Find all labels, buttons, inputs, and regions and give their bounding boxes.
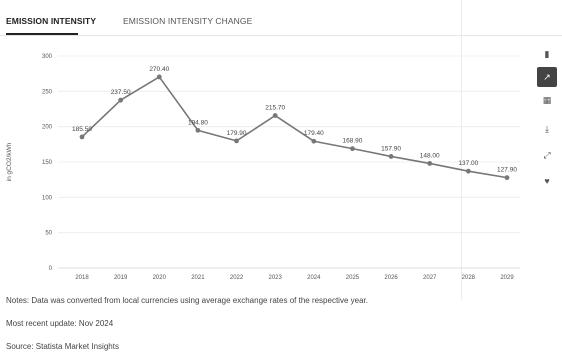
data-point (79, 134, 85, 140)
y-axis-label: in gCO2/kWh (6, 142, 13, 181)
series-line (81, 76, 508, 179)
x-tick-label: 2018 (75, 275, 89, 281)
favorite-icon: ♥ (544, 176, 550, 186)
data-point (427, 161, 433, 166)
x-tick-label: 2027 (423, 275, 437, 281)
x-tick-label: 2028 (462, 275, 476, 281)
data-point (234, 138, 239, 144)
table-view-button[interactable]: ▦ (537, 90, 557, 110)
bar-chart-button[interactable]: ▮ (537, 44, 557, 64)
last-update-text: Most recent update: Nov 2024 (6, 319, 114, 328)
data-point (156, 74, 162, 80)
y-tick-label: 150 (42, 160, 53, 166)
line-chart: 0 50 100 150 200 250 300 2018 2019 2020 2021 2022 20… (0, 40, 530, 290)
x-tick-label: 2021 (191, 275, 205, 281)
chart-svg: 0 50 100 150 200 250 300 2018 2019 2020 2021 2022 20… (6, 54, 520, 281)
active-tab-indicator (6, 33, 78, 35)
data-label: 157.90 (381, 145, 401, 152)
data-label: 148.00 (420, 152, 440, 159)
x-tick-label: 2022 (230, 275, 244, 281)
data-point (388, 154, 394, 159)
notes-text: Notes: Data was converted from local cur… (6, 296, 368, 305)
data-label: 179.90 (227, 130, 247, 137)
data-label: 127.90 (497, 167, 517, 174)
x-tick-label: 2023 (269, 275, 283, 281)
tab-emission-intensity-change[interactable]: EMISSION INTENSITY CHANGE (123, 16, 253, 26)
y-tick-label: 300 (42, 54, 53, 60)
data-point (504, 175, 510, 181)
data-point (118, 97, 124, 103)
favorite-button[interactable]: ♥ (537, 171, 557, 191)
panel-divider (461, 0, 462, 300)
tab-emission-intensity[interactable]: EMISSION INTENSITY (6, 16, 97, 26)
expand-icon: ⤢ (543, 149, 551, 160)
x-tick-label: 2026 (384, 275, 398, 281)
download-icon: ⤓ (545, 123, 549, 134)
x-tick-label: 2020 (153, 275, 167, 281)
y-tick-label: 0 (49, 266, 53, 272)
y-tick-label: 200 (42, 125, 53, 131)
data-label: 237.50 (111, 89, 131, 96)
data-label: 137.00 (458, 160, 478, 167)
y-tick-label: 50 (45, 231, 52, 237)
y-tick-label: 250 (42, 89, 53, 95)
tab-bar: EMISSION INTENSITY EMISSION INTENSITY CH… (0, 0, 562, 36)
data-label: 270.40 (149, 66, 169, 73)
data-point (311, 138, 317, 144)
download-button[interactable]: ⤓ (537, 119, 557, 139)
bar-chart-icon: ▮ (544, 48, 550, 59)
data-point (272, 113, 278, 118)
table-icon: ▦ (542, 94, 552, 105)
x-tick-label: 2024 (307, 275, 321, 281)
y-tick-label: 100 (42, 195, 53, 201)
data-point (350, 146, 355, 152)
line-chart-button[interactable]: ↗ (537, 67, 557, 87)
x-tick-label: 2025 (346, 275, 360, 281)
data-label: 215.70 (265, 105, 285, 112)
line-chart-icon: ↗ (543, 71, 551, 82)
x-tick-label: 2019 (114, 275, 128, 281)
data-point (195, 127, 201, 133)
data-label: 194.80 (188, 119, 208, 126)
expand-button[interactable]: ⤢ (537, 145, 557, 165)
data-point (465, 168, 471, 174)
source-text: Source: Statista Market Insights (6, 342, 119, 351)
data-label: 168.90 (343, 138, 363, 145)
data-label: 185.50 (72, 126, 92, 133)
data-label: 179.40 (304, 130, 324, 137)
x-tick-label: 2029 (500, 275, 514, 281)
